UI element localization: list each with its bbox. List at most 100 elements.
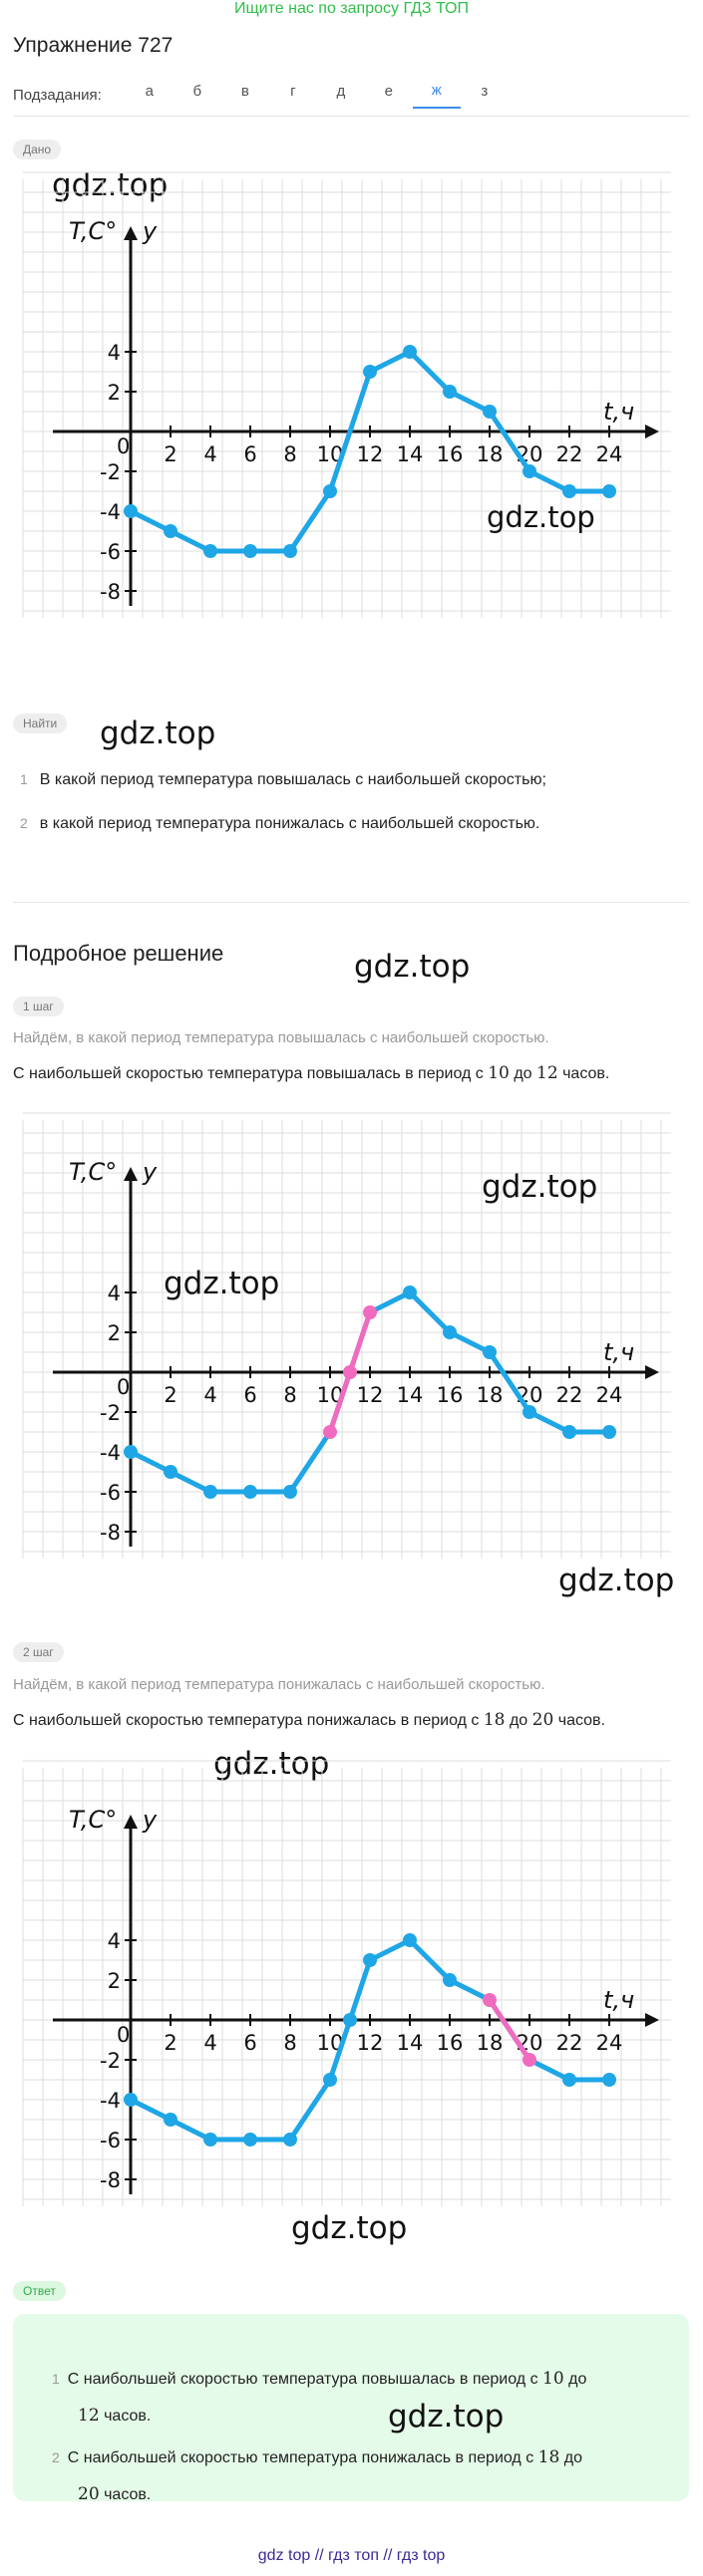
step-statement: С наибольшей скоростью температура пониж… [13, 1710, 605, 1730]
data-point [562, 2073, 576, 2087]
watermark: gdz.top [291, 2210, 408, 2246]
y-tick-label: 2 [108, 381, 121, 405]
x-tick-label: 2 [164, 442, 176, 466]
list-number: 1 [20, 771, 28, 787]
y-tick-label: -4 [100, 500, 121, 524]
y-axis-label: T,C° [69, 1806, 117, 1834]
promo-banner[interactable]: Ищите нас по запросу ГДЗ ТОП [234, 0, 469, 17]
data-point [164, 1465, 177, 1479]
y-tick-label: -6 [100, 540, 121, 564]
x-tick-label: 16 [437, 442, 464, 466]
x-tick-label: 4 [203, 442, 216, 466]
y-tick-label: 2 [108, 1321, 121, 1345]
highlight-segment [487, 1998, 532, 2062]
tab-z[interactable]: з [481, 83, 489, 100]
watermark: gdz.top [388, 2399, 505, 2434]
data-point [363, 1305, 377, 1319]
footer-links[interactable]: gdz top // гдз топ // гдз top [257, 2547, 446, 2564]
x-tick-label: 8 [283, 1383, 296, 1407]
watermark: gdz.top [52, 167, 169, 203]
divider [13, 902, 689, 903]
data-point [602, 1425, 616, 1439]
answer-item-2: 2 С наибольшей скоростью температура пони… [52, 2439, 670, 2513]
x-tick-label: 12 [357, 1383, 384, 1407]
x-axis-label: t,ч [603, 1986, 634, 2014]
data-point [124, 2093, 138, 2107]
y-tick-label: -6 [100, 1481, 121, 1505]
x-tick-label: 12 [357, 2031, 384, 2055]
y-tick-label: 2 [108, 1969, 121, 1993]
data-point [443, 385, 457, 399]
x-tick-label: 8 [283, 2031, 296, 2055]
given-badge: Дано [13, 140, 62, 159]
y-axis-arrow [124, 226, 138, 240]
data-point [403, 345, 417, 359]
data-point [203, 544, 217, 558]
answer-text: С наибольшей скоростью температура пониж… [67, 2449, 534, 2466]
data-point [562, 484, 576, 498]
answer-number: 18 [537, 2447, 560, 2467]
data-point [523, 2053, 536, 2067]
answer-box [13, 2314, 689, 2501]
statement-text: часов. [557, 1712, 605, 1729]
tab-g[interactable]: г [290, 83, 296, 100]
x-tick-label: 16 [437, 2031, 464, 2055]
data-point [323, 1425, 337, 1439]
y-axis-label: T,C° [69, 217, 117, 245]
data-point [203, 2133, 217, 2147]
data-point [363, 1953, 377, 1967]
tab-e[interactable]: е [384, 83, 393, 100]
x-tick-label: 4 [203, 1383, 216, 1407]
step-note: Найдём, в какой период температура повыш… [13, 1029, 549, 1046]
data-point [124, 504, 138, 518]
y-tick-label: -4 [100, 1441, 121, 1465]
answer-text: до [563, 2449, 582, 2466]
y-axis-label: T,C° [69, 1158, 117, 1186]
data-point [164, 524, 177, 538]
data-point [443, 1325, 457, 1339]
x-tick-label: 4 [203, 2031, 216, 2055]
find-item-2: 2 в какой период температура понижалась с… [20, 815, 539, 833]
answer-badge: Ответ [13, 2281, 66, 2301]
page-title: Упражнение 727 [13, 34, 174, 57]
data-point [124, 1445, 138, 1459]
x-tick-label: 6 [243, 2031, 256, 2055]
data-point [443, 1973, 457, 1987]
data-point [363, 365, 377, 379]
answer-number: 10 [542, 2369, 564, 2389]
step-badge: 1 шаг [13, 997, 64, 1016]
x-tick-label: 22 [556, 442, 583, 466]
data-point [343, 1365, 357, 1379]
tab-b[interactable]: б [192, 83, 202, 100]
data-point [403, 1933, 417, 1947]
y-tick-label: -8 [100, 580, 121, 604]
x-tick-label: 8 [283, 442, 296, 466]
x-tick-label: 22 [556, 1383, 583, 1407]
x-axis-label: t,ч [603, 398, 634, 426]
x-tick-label: 12 [357, 442, 384, 466]
solution-title: Подробное решение [13, 941, 224, 966]
data-point [403, 1286, 417, 1299]
data-point [483, 1993, 497, 2007]
data-point [323, 2073, 337, 2087]
statement-text: до [509, 1712, 528, 1729]
y-axis-arrow [124, 1167, 138, 1181]
x-tick-label: 24 [596, 1383, 623, 1407]
y-axis-name: y [142, 1806, 158, 1834]
data-point [203, 1485, 217, 1499]
y-tick-label: 4 [108, 1929, 121, 1953]
data-point [243, 1485, 257, 1499]
tab-a[interactable]: а [145, 83, 154, 100]
tab-zh[interactable]: ж [412, 82, 461, 109]
watermark: gdz.top [354, 949, 471, 985]
tab-v[interactable]: в [240, 83, 249, 100]
data-point [283, 1485, 297, 1499]
tab-d[interactable]: д [336, 83, 346, 100]
x-tick-label: 24 [596, 2031, 623, 2055]
y-tick-label: -4 [100, 2089, 121, 2113]
watermark: gdz.top [164, 1266, 280, 1301]
find-item-1: 1 В какой период температура повышалась с… [20, 771, 546, 789]
find-item-text: в какой период температура понижалась с … [39, 815, 540, 832]
statement-text: до [514, 1065, 532, 1082]
